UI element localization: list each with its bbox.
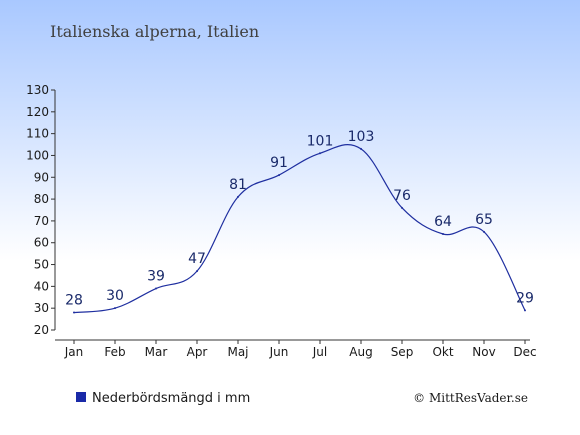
chart-title: Italienska alperna, Italien — [50, 22, 259, 41]
y-tick-label: 130 — [26, 83, 49, 97]
y-tick-label: 40 — [34, 279, 49, 293]
data-point — [483, 230, 485, 233]
data-label: 91 — [270, 155, 288, 171]
y-tick-label: 120 — [26, 105, 49, 119]
y-tick-label: 20 — [34, 323, 49, 337]
x-tick-label: Feb — [104, 345, 125, 359]
x-tick-label: Dec — [513, 345, 536, 359]
data-point — [401, 206, 403, 209]
y-tick-label: 100 — [26, 148, 49, 162]
x-tick-label: Sep — [391, 345, 414, 359]
x-tick-label: Jun — [269, 345, 289, 359]
x-tick-label: Okt — [432, 345, 453, 359]
y-tick-label: 60 — [34, 236, 49, 250]
data-label: 30 — [106, 288, 124, 304]
y-tick-label: 50 — [34, 258, 49, 272]
data-point — [73, 311, 75, 314]
y-tick-label: 90 — [34, 170, 49, 184]
data-label: 65 — [475, 212, 493, 228]
data-label: 101 — [307, 133, 334, 149]
data-labels: 28 30 39 47 81 91 101 103 76 64 65 29 — [65, 129, 534, 309]
x-tick-label: Mar — [145, 345, 168, 359]
x-tick-label: Jan — [64, 345, 84, 359]
y-tick-label: 30 — [34, 301, 49, 315]
data-label: 103 — [348, 129, 375, 145]
data-label: 81 — [229, 177, 247, 193]
y-tick-label: 70 — [34, 214, 49, 228]
data-label: 47 — [188, 251, 206, 267]
credit-text: © MittResVader.se — [413, 391, 528, 405]
x-tick-label: Apr — [187, 345, 208, 359]
x-tick-label: Maj — [227, 345, 248, 359]
y-tick-label: 80 — [34, 192, 49, 206]
data-label: 29 — [516, 290, 534, 306]
data-point — [524, 309, 526, 312]
y-tick-label: 110 — [26, 127, 49, 141]
x-tick-label: Nov — [472, 345, 495, 359]
data-point — [155, 287, 157, 290]
data-point — [360, 147, 362, 150]
series-layer — [73, 144, 526, 314]
data-point — [196, 270, 198, 273]
data-point — [278, 174, 280, 177]
data-point — [237, 195, 239, 198]
data-label: 39 — [147, 269, 165, 285]
data-point — [114, 307, 116, 310]
legend-label: Nederbördsmängd i mm — [92, 391, 250, 406]
x-tick-label: Aug — [349, 345, 372, 359]
legend-marker — [76, 392, 86, 402]
axes: 20 30 40 50 60 70 80 90 100 110 120 130 Jan Feb Mar Apr… — [26, 83, 537, 359]
legend: Nederbördsmängd i mm — [76, 391, 250, 406]
data-label: 76 — [393, 188, 411, 204]
data-point — [319, 152, 321, 155]
x-tick-label: Jul — [312, 345, 327, 359]
data-point — [442, 233, 444, 235]
data-label: 64 — [434, 214, 452, 230]
data-label: 28 — [65, 293, 83, 309]
